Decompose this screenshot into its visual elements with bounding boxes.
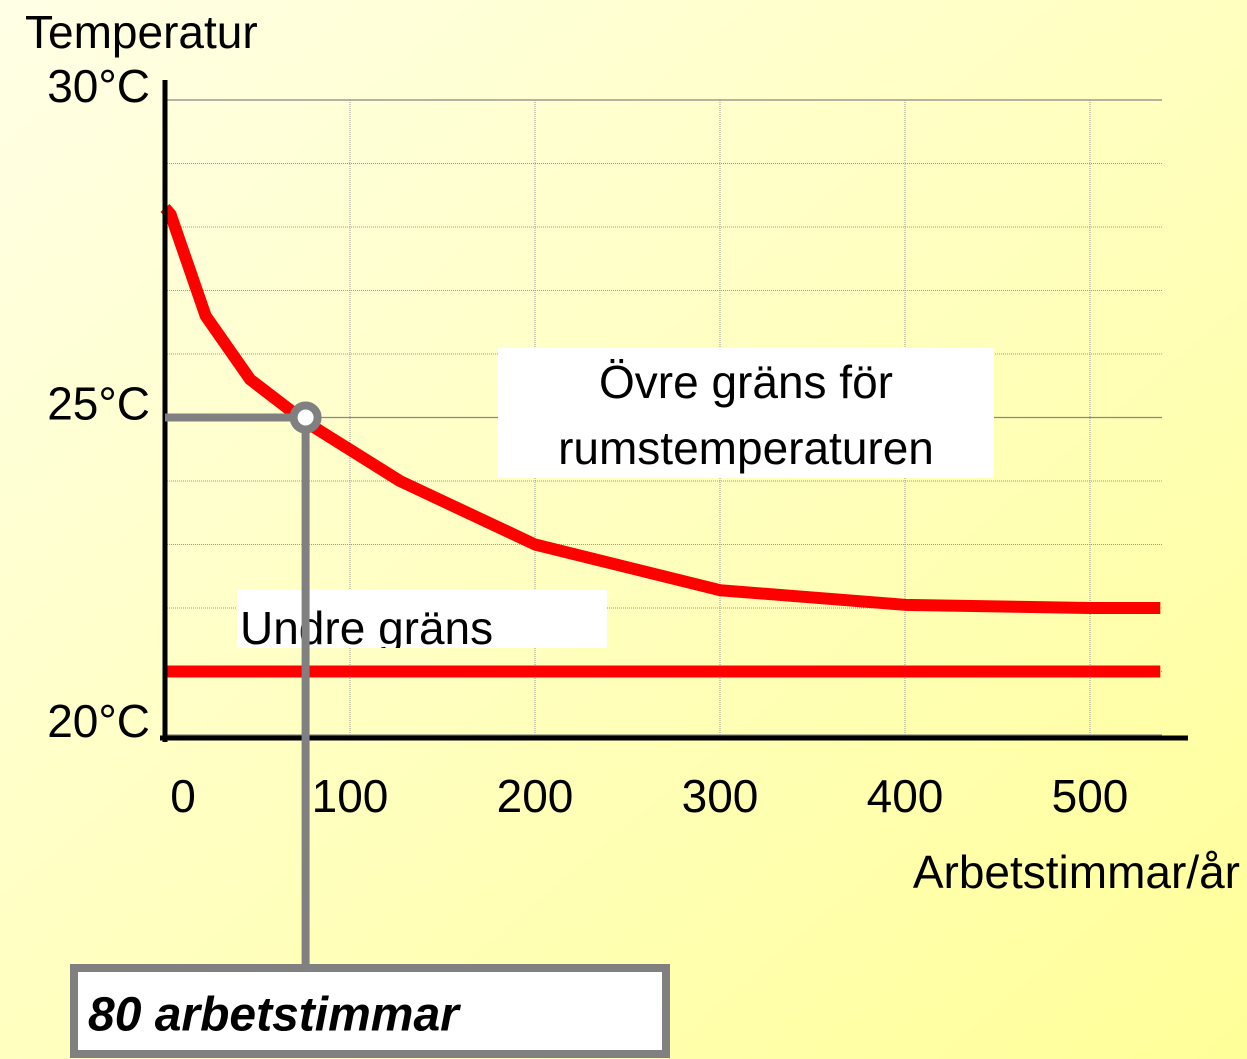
x-tick-label: 100 <box>312 770 389 822</box>
x-tick-label: 500 <box>1052 770 1129 822</box>
x-tick-label: 300 <box>682 770 759 822</box>
y-tick-label: 25°C <box>47 378 150 430</box>
annotation: Övre gräns för <box>599 356 893 408</box>
x-axis-label: Arbetstimmar/år <box>913 846 1240 898</box>
plot <box>160 204 1161 678</box>
marker <box>289 401 322 434</box>
x-tick-label: 0 <box>170 770 196 822</box>
x-tick-label: 400 <box>867 770 944 822</box>
marker-label: 80 arbetstimmar <box>88 989 461 1042</box>
x-tick-label: 200 <box>497 770 574 822</box>
annotation: Undre gräns <box>240 602 493 654</box>
labels: 20°C 25°C 30°C 0 100 200 300 400 500 Övre gräns f… <box>47 60 1129 1058</box>
marker-box <box>70 964 670 1058</box>
y-axis-label: Temperatur <box>25 6 258 58</box>
annotation: rumstemperaturen <box>558 422 934 474</box>
label-background <box>237 590 607 648</box>
line-series <box>160 204 1161 614</box>
label-background <box>498 348 994 478</box>
y-tick-label: 30°C <box>47 60 150 112</box>
y-tick-label: 20°C <box>47 695 150 747</box>
